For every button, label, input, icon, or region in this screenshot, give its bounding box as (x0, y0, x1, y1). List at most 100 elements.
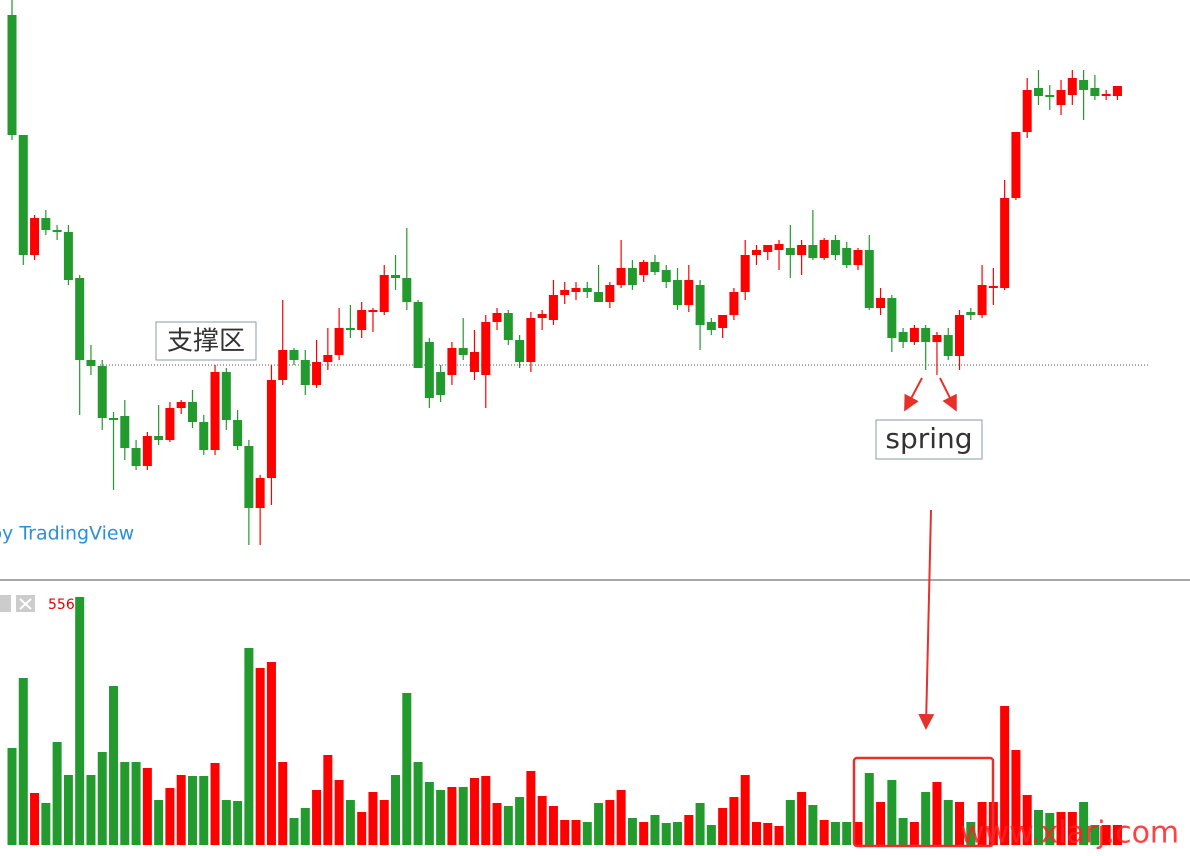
volume-bar (424, 782, 434, 845)
candle-body (853, 250, 863, 265)
volume-bar (165, 788, 175, 845)
volume-bar (819, 820, 829, 845)
candle-body (368, 310, 378, 312)
volume-bar (763, 823, 773, 845)
volume-bar (909, 822, 919, 845)
volume-bar (830, 822, 840, 845)
candle-body (616, 268, 626, 285)
volume-bar (1112, 825, 1122, 845)
attribution: by TradingView (0, 523, 134, 545)
candle-body (63, 232, 73, 280)
volume-bar (582, 822, 592, 845)
volume-bar (594, 803, 604, 845)
settings-icon[interactable] (0, 595, 11, 612)
candle-body (402, 278, 412, 302)
volume-bar (932, 782, 942, 845)
candle-body (1112, 86, 1122, 96)
volume-bar (41, 803, 51, 845)
candle-body (661, 270, 671, 282)
candle-body (187, 402, 197, 422)
volume-bar (955, 802, 965, 845)
volume-bar (864, 773, 874, 845)
annotation-box (875, 419, 983, 460)
volume-bar (187, 776, 197, 845)
candle-body (199, 422, 209, 450)
highlight-box (852, 756, 995, 848)
candle-body (842, 248, 852, 265)
volume-bar (402, 693, 412, 845)
volume-bar (537, 796, 547, 845)
volume-bar (18, 678, 28, 845)
candle-body (458, 348, 468, 355)
candle-body (413, 302, 423, 368)
candle-body (718, 315, 728, 328)
volume-bar (447, 787, 457, 845)
volume-bar (7, 748, 17, 845)
candle-body (1056, 90, 1066, 105)
candle-body (41, 218, 51, 230)
volume-bar (729, 797, 739, 845)
candle-body (289, 350, 299, 360)
candle-body (605, 285, 615, 302)
volume-bar (86, 775, 96, 845)
volume-bar (548, 806, 558, 845)
candle-body (1011, 132, 1021, 198)
candle-body (650, 262, 660, 272)
volume-bar (921, 792, 931, 845)
candle-body (131, 448, 141, 466)
volume-bar (1101, 825, 1111, 845)
candle-body (176, 402, 186, 408)
volume-bar (244, 648, 254, 845)
candle-body (921, 328, 931, 342)
candle-body (345, 328, 355, 330)
candle-body (233, 420, 243, 446)
volume-bar (1033, 810, 1043, 845)
candle-body (955, 315, 965, 356)
candle-body (1067, 78, 1077, 95)
volume-bar (673, 822, 683, 845)
volume-bar (278, 762, 288, 845)
volume-bar (1079, 802, 1089, 845)
volume-bar (75, 597, 85, 845)
candle-body (120, 416, 130, 448)
volume-bar (706, 825, 716, 845)
candle-body (943, 335, 953, 356)
volume-bar (312, 790, 322, 845)
volume-bar (1067, 812, 1077, 845)
candle-body (165, 408, 175, 440)
volume-bar (616, 790, 626, 845)
volume-bar (571, 820, 581, 845)
candle-body (323, 355, 333, 362)
candle-body (52, 230, 62, 232)
volume-bar (1056, 812, 1066, 845)
volume-bar (842, 822, 852, 845)
volume-bar (492, 803, 502, 845)
candle-body (695, 285, 705, 325)
volume-bar (334, 780, 344, 845)
candle-body (639, 262, 649, 275)
candle-body (391, 275, 401, 278)
candle-body (560, 290, 570, 295)
candle-body (492, 313, 502, 322)
candle-body (503, 313, 513, 340)
candle-body (86, 360, 96, 366)
volume-bar (718, 808, 728, 845)
volume-bar (391, 775, 401, 845)
candle-body (1000, 198, 1010, 288)
volume-bar (853, 822, 863, 845)
candle-body (808, 245, 818, 258)
volume-bar (345, 800, 355, 845)
volume-bar (943, 800, 953, 845)
candle-body (312, 362, 322, 385)
volume-bar (52, 742, 62, 845)
candle-body (740, 255, 750, 292)
candle-body (515, 340, 525, 362)
close-glyph (19, 598, 32, 610)
volume-bar (526, 771, 536, 845)
volume-bar (63, 775, 73, 845)
candle-body (436, 372, 446, 395)
volume-bar (1011, 750, 1021, 845)
candle-body (1101, 94, 1111, 96)
volume-bar (797, 792, 807, 845)
candle-body (966, 312, 976, 315)
